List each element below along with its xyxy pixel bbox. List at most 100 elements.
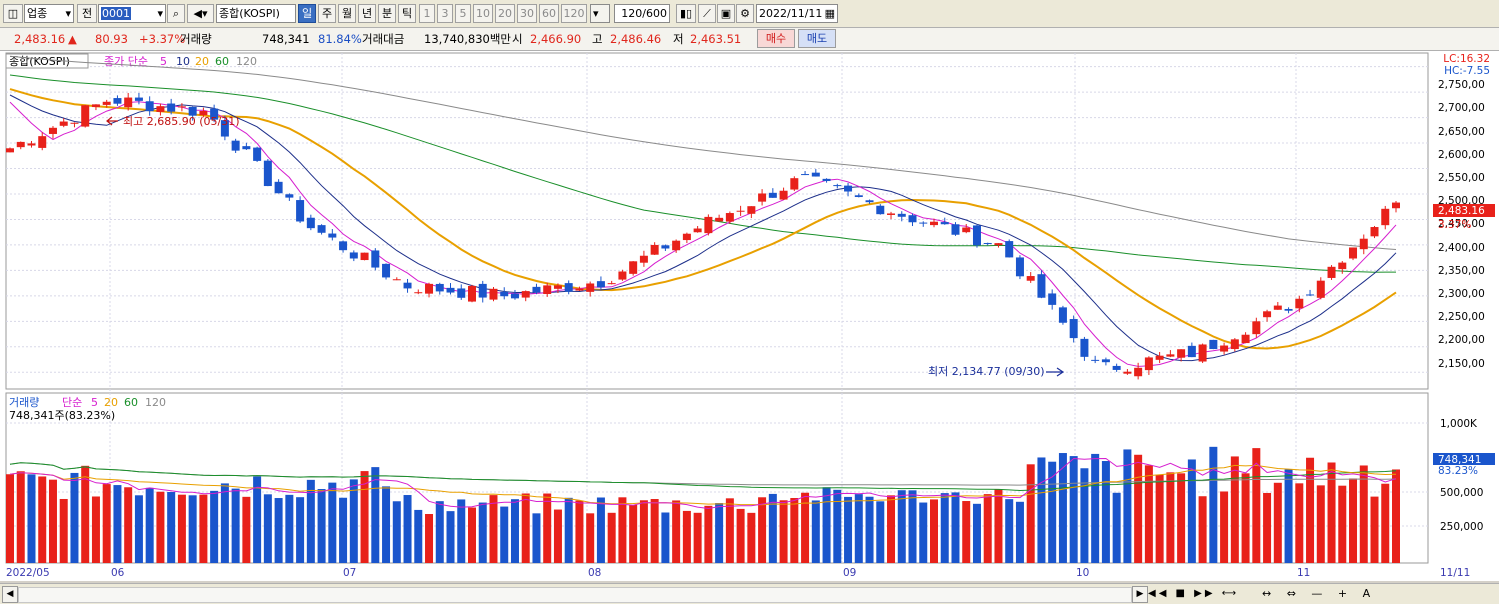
volume-bar (725, 498, 734, 563)
candle-body (1381, 208, 1390, 226)
interval-20[interactable]: 20 (495, 4, 515, 23)
candle-body (758, 193, 767, 202)
price-tick: 2,650,00 (1438, 126, 1485, 138)
scroll-left-icon[interactable]: ◀ (2, 586, 18, 603)
candle-body (854, 195, 863, 198)
playback-controls[interactable]: ◀◀ ■ ▶▶ ⟷ (1148, 588, 1240, 599)
stock-chart[interactable]: 종합(KOSPI) 종가 단순 5 10 20 60 120 최고 2,685.… (0, 51, 1499, 581)
volume-bar (758, 497, 767, 563)
price-legend-name: 종합(KOSPI) (9, 55, 70, 68)
candle-body (6, 148, 14, 153)
candle-body (1101, 359, 1110, 363)
x-label: 07 (343, 567, 356, 579)
candle-body (220, 120, 229, 137)
candle-body (48, 127, 57, 134)
period-month[interactable]: 월 (338, 4, 356, 23)
candle-body (1263, 311, 1272, 318)
candle-body (1370, 227, 1379, 237)
gear-icon[interactable]: ⚙ (736, 4, 754, 23)
candle-body (994, 243, 1003, 246)
zoom-controls[interactable]: ↔ ⇔ — + A (1262, 587, 1377, 600)
market-select[interactable]: 업종 ▾ (24, 4, 74, 23)
code-input[interactable]: 0001 ▾ (98, 4, 166, 23)
volume-bar (972, 503, 981, 563)
interval-dropdown[interactable]: ▾ (590, 4, 610, 23)
candle-body (199, 110, 208, 116)
candle-body (747, 206, 756, 214)
calendar-icon: ▦ (824, 7, 835, 20)
scroll-right-icon[interactable]: ▶ (1132, 586, 1148, 603)
candle-body (113, 98, 122, 104)
volume-bar (91, 496, 100, 563)
save-icon[interactable]: ▣ (717, 4, 735, 23)
candle-body (1284, 308, 1293, 311)
candle-body (349, 252, 358, 259)
volume-bar (382, 486, 391, 563)
price-change-pct: +3.37% (139, 32, 186, 46)
volume-ratio: 81.84% (318, 32, 362, 46)
volume-legend-ma60: 60 (124, 396, 138, 409)
volume-bar (768, 493, 777, 563)
interval-3[interactable]: 3 (437, 4, 453, 23)
amount-label: 거래대금 (362, 32, 405, 46)
candle-body (1327, 266, 1336, 278)
volume-bar (930, 499, 938, 563)
scroll-track[interactable] (18, 587, 1132, 603)
volume-bar (27, 474, 36, 563)
interval-5[interactable]: 5 (455, 4, 471, 23)
candle-icon[interactable]: ▮▯ (676, 4, 696, 23)
buy-button[interactable]: 매수 (757, 29, 795, 48)
volume-bar (1295, 483, 1304, 563)
volume-bar (124, 487, 133, 563)
interval-1[interactable]: 1 (419, 4, 435, 23)
volume-legend-ma-label: 단순 (62, 396, 82, 409)
candle-body (177, 106, 186, 108)
candle-body (16, 141, 25, 148)
chart-area[interactable]: 종합(KOSPI) 종가 단순 5 10 20 60 120 최고 2,685.… (0, 51, 1499, 581)
period-tick[interactable]: 틱 (398, 4, 416, 23)
x-axis: 2022/05 06 07 08 09 10 11 11/11 (6, 567, 1470, 579)
candle-body (382, 263, 391, 278)
candle-body (1230, 339, 1239, 350)
interval-60[interactable]: 60 (539, 4, 559, 23)
search-icon[interactable]: ⌕ (167, 4, 185, 23)
candle-body (253, 147, 262, 161)
date-field[interactable]: 2022/11/11 ▦ (756, 4, 838, 23)
prev-code-button[interactable]: 전 (77, 4, 97, 23)
chart-scrollbar[interactable]: ◀ ▶ ◀◀ ■ ▶▶ ⟷ ↔ ⇔ — + A (0, 583, 1499, 604)
candle-body (1273, 305, 1282, 310)
candle-body (779, 190, 788, 200)
volume-bar (81, 465, 90, 563)
low-label: 저 (673, 32, 684, 46)
interval-30[interactable]: 30 (517, 4, 537, 23)
volume-bar (790, 498, 799, 563)
volume-legend-ma120: 120 (145, 396, 166, 409)
volume-bar (1241, 473, 1250, 563)
count-field[interactable]: 120/600 (614, 4, 670, 23)
chart-type-icon[interactable]: ◫ (3, 4, 23, 23)
period-week[interactable]: 주 (318, 4, 336, 23)
period-minute[interactable]: 분 (378, 4, 396, 23)
volume-bar (940, 493, 949, 563)
candle-body (951, 224, 960, 235)
period-year[interactable]: 년 (358, 4, 376, 23)
volume-bar (553, 509, 562, 563)
interval-120[interactable]: 120 (561, 4, 587, 23)
candle-body (876, 205, 885, 215)
candle-body (435, 283, 444, 292)
price-legend-ma10: 10 (176, 55, 190, 68)
volume-bar (919, 502, 928, 563)
price-legend-ma120: 120 (236, 55, 257, 68)
candle-body (457, 288, 466, 298)
candle-body (1144, 357, 1153, 371)
sell-button[interactable]: 매도 (798, 29, 836, 48)
volume-bar (1359, 465, 1368, 563)
candle-body (596, 281, 605, 288)
ma120-line (9, 55, 1397, 250)
volume-bar (489, 495, 498, 563)
speaker-icon[interactable]: ◀▾ (187, 4, 214, 23)
draw-tool-icon[interactable]: ⟋ (698, 4, 716, 23)
interval-10[interactable]: 10 (473, 4, 493, 23)
period-day[interactable]: 일 (298, 4, 316, 23)
x-label: 09 (843, 567, 856, 579)
